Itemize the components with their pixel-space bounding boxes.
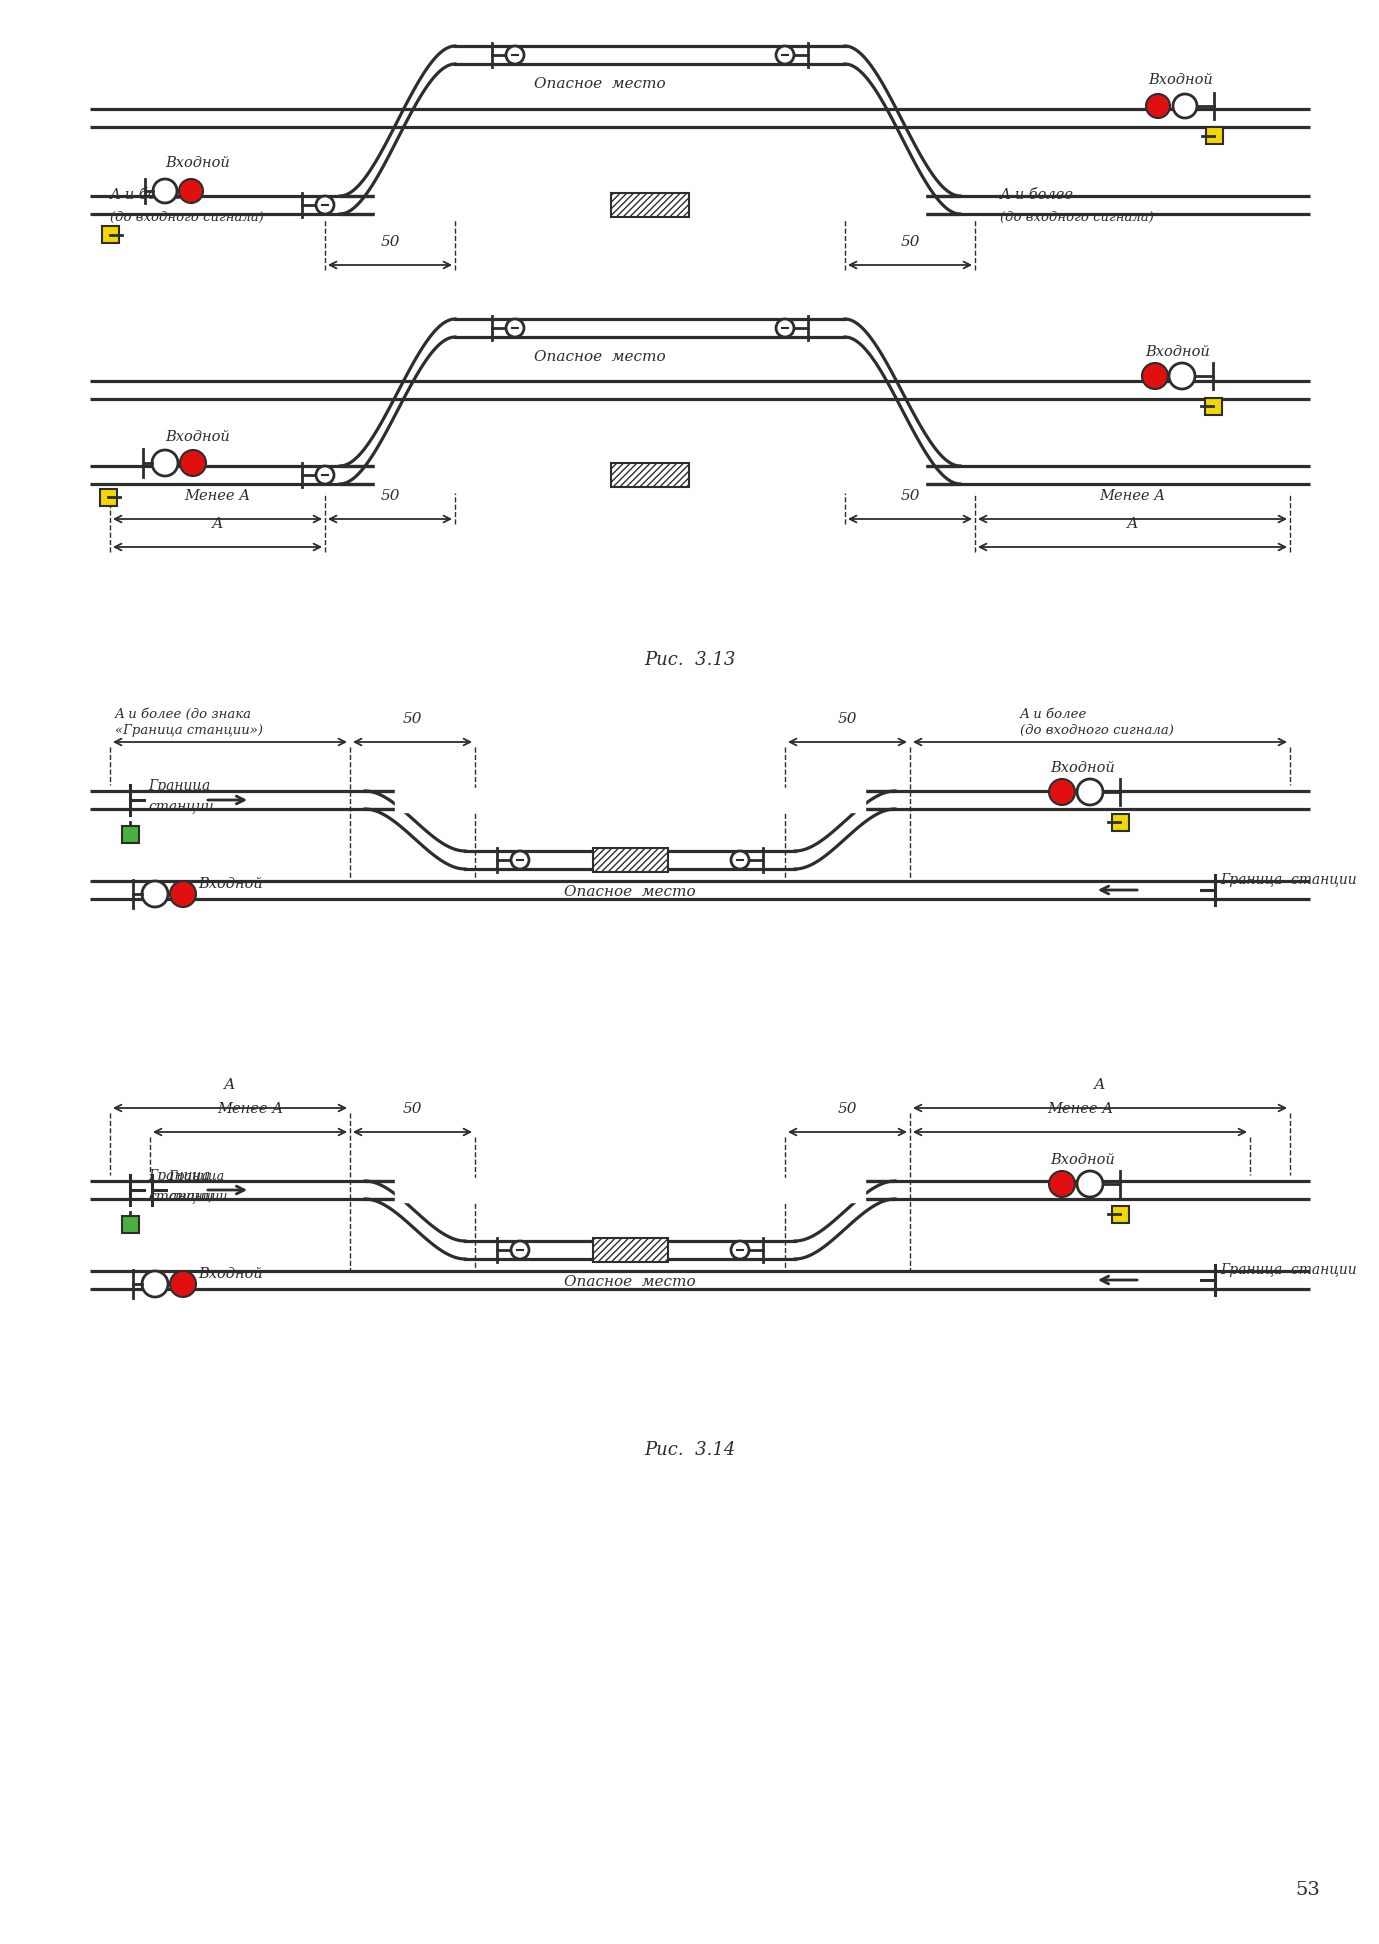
Text: Опасное  место: Опасное место xyxy=(534,350,666,364)
Text: Менее А: Менее А xyxy=(1047,1102,1113,1116)
Circle shape xyxy=(170,1271,196,1297)
Text: Менее А: Менее А xyxy=(217,1102,283,1116)
Circle shape xyxy=(1174,93,1197,119)
Bar xyxy=(99,488,116,505)
Text: станции: станции xyxy=(148,799,214,813)
Circle shape xyxy=(776,47,794,64)
Circle shape xyxy=(1049,1170,1076,1198)
Text: Граница: Граница xyxy=(148,780,210,793)
Text: Входной: Входной xyxy=(199,877,263,890)
Text: Граница  станции: Граница станции xyxy=(1220,873,1357,886)
Circle shape xyxy=(170,881,196,908)
Circle shape xyxy=(512,1240,530,1260)
Circle shape xyxy=(1169,364,1196,389)
Bar xyxy=(611,192,690,218)
Text: А: А xyxy=(1095,1079,1106,1093)
Text: 53: 53 xyxy=(1295,1882,1320,1899)
Circle shape xyxy=(181,449,205,476)
Text: Рис.  3.13: Рис. 3.13 xyxy=(644,651,735,669)
Circle shape xyxy=(1146,93,1169,119)
Circle shape xyxy=(1142,364,1168,389)
Bar xyxy=(593,1238,667,1262)
Circle shape xyxy=(142,1271,168,1297)
Text: Входной: Входной xyxy=(165,430,230,443)
Text: Входной: Входной xyxy=(165,156,230,169)
Circle shape xyxy=(316,196,334,214)
Text: А и более: А и более xyxy=(1020,708,1088,721)
Text: Входной: Входной xyxy=(1049,760,1114,776)
Circle shape xyxy=(731,1240,749,1260)
Text: Менее А: Менее А xyxy=(1099,490,1165,503)
Circle shape xyxy=(776,319,794,336)
Bar xyxy=(1111,813,1128,830)
Bar xyxy=(593,848,667,873)
Text: Входной: Входной xyxy=(1145,344,1209,360)
Bar xyxy=(102,227,119,243)
Text: Входной: Входной xyxy=(1147,74,1212,87)
Text: 50: 50 xyxy=(381,490,400,503)
Circle shape xyxy=(316,467,334,484)
Text: Входной: Входной xyxy=(199,1267,263,1281)
Circle shape xyxy=(153,179,177,202)
Text: 50: 50 xyxy=(381,235,400,249)
Text: (до входного сигнала): (до входного сигнала) xyxy=(1020,723,1174,737)
Circle shape xyxy=(512,851,530,869)
Text: А: А xyxy=(1127,517,1138,531)
Text: Граница  станции: Граница станции xyxy=(1220,1264,1357,1277)
Circle shape xyxy=(1049,780,1076,805)
Bar xyxy=(1205,128,1223,144)
Text: Менее А: Менее А xyxy=(185,490,251,503)
Text: Граница: Граница xyxy=(168,1170,225,1182)
Text: Входной: Входной xyxy=(1049,1153,1114,1166)
Text: Опасное  место: Опасное место xyxy=(564,1275,696,1289)
Bar xyxy=(1204,397,1222,414)
Text: (до входного сигнала): (до входного сигнала) xyxy=(1000,210,1154,224)
Text: 50: 50 xyxy=(403,1102,422,1116)
Bar xyxy=(121,826,138,842)
Text: А: А xyxy=(225,1079,236,1093)
Bar xyxy=(611,463,690,488)
Text: Рис.  3.14: Рис. 3.14 xyxy=(644,1441,735,1460)
Text: 50: 50 xyxy=(900,490,920,503)
Circle shape xyxy=(731,851,749,869)
Text: Опасное  место: Опасное место xyxy=(564,885,696,898)
Text: 50: 50 xyxy=(900,235,920,249)
Circle shape xyxy=(1077,1170,1103,1198)
Text: станции: станции xyxy=(148,1190,214,1203)
Text: 50: 50 xyxy=(838,712,858,725)
Text: Граница: Граница xyxy=(148,1168,210,1184)
Circle shape xyxy=(179,179,203,202)
Text: А и более (до знака: А и более (до знака xyxy=(114,708,252,721)
Text: «Граница станции»): «Граница станции») xyxy=(114,723,263,737)
Text: станции: станции xyxy=(168,1190,228,1203)
Text: А и более: А и более xyxy=(1000,189,1074,202)
Circle shape xyxy=(1077,780,1103,805)
Circle shape xyxy=(506,47,524,64)
Text: 50: 50 xyxy=(403,712,422,725)
Text: Опасное  место: Опасное место xyxy=(534,78,666,91)
Text: А и более: А и более xyxy=(110,189,183,202)
Bar xyxy=(121,1215,138,1232)
Text: 50: 50 xyxy=(838,1102,858,1116)
Text: А: А xyxy=(212,517,223,531)
Circle shape xyxy=(506,319,524,336)
Bar xyxy=(1111,1205,1128,1223)
Circle shape xyxy=(142,881,168,908)
Text: (до входного сигнала): (до входного сигнала) xyxy=(110,210,263,224)
Circle shape xyxy=(152,449,178,476)
